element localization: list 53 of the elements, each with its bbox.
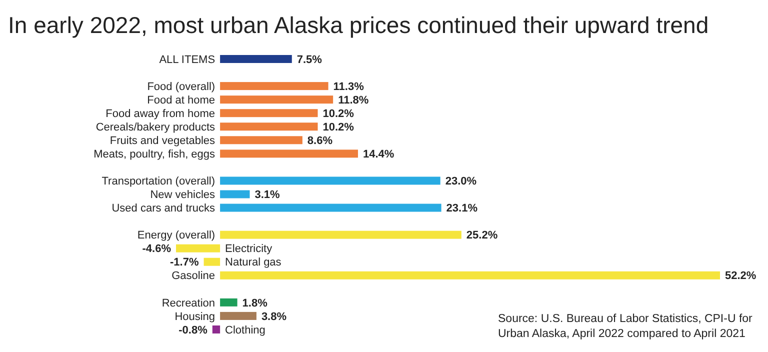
y-tick-label: Gasoline	[172, 270, 216, 282]
bar	[220, 150, 358, 158]
chart-title: In early 2022, most urban Alaska prices continued their upward trend	[8, 11, 710, 40]
bar	[220, 55, 292, 63]
y-tick-label: Used cars and trucks	[112, 202, 216, 215]
y-tick-label: Natural gas	[225, 256, 282, 269]
data-label: 8.6%	[307, 134, 333, 147]
data-label: 1.8%	[242, 297, 268, 310]
y-tick-label: ALL ITEMS	[159, 54, 216, 66]
bar	[220, 136, 302, 144]
data-label: -4.6%	[142, 243, 172, 256]
bar	[220, 312, 256, 320]
y-tick-label: Clothing	[225, 324, 266, 336]
y-tick-label: Meats, poultry, fish, eggs	[94, 148, 216, 161]
y-tick-label: Housing	[174, 310, 216, 323]
bar	[220, 298, 238, 306]
data-label: 23.0%	[445, 176, 477, 188]
bar	[220, 271, 720, 280]
data-label: 23.1%	[446, 202, 478, 215]
bar	[220, 190, 250, 198]
data-label: 10.2%	[322, 121, 354, 134]
data-label: 3.8%	[261, 310, 287, 323]
bar	[220, 204, 442, 212]
bar	[220, 109, 318, 118]
bar	[220, 96, 334, 104]
bar	[212, 325, 220, 334]
bar	[220, 122, 318, 131]
y-tick-label: Food at home	[147, 94, 216, 106]
y-tick-label: Food away from home	[106, 108, 216, 120]
data-label: 14.4%	[362, 148, 394, 161]
y-tick-label: Cereals/bakery products	[96, 121, 216, 134]
y-tick-label: Recreation	[162, 297, 216, 310]
bar	[220, 82, 328, 90]
bar	[204, 258, 220, 266]
data-label: 11.3%	[333, 80, 364, 93]
data-label: 25.2%	[466, 230, 498, 242]
bar	[220, 230, 462, 239]
y-tick-label: Energy (overall)	[137, 230, 216, 242]
y-tick-label: Transportation (overall)	[102, 176, 216, 188]
bar	[220, 176, 440, 185]
data-label: 10.2%	[322, 108, 354, 120]
data-label: -1.7%	[170, 256, 199, 269]
data-label: -0.8%	[178, 324, 208, 336]
annotation: Source: U.S. Bureau of Labor Statistics, CPI-U for Urban Alaska, April 2022 compared to April 2021	[498, 312, 754, 342]
y-tick-label: Food (overall)	[147, 80, 216, 93]
data-label: 3.1%	[254, 189, 280, 202]
y-tick-label: Fruits and vegetables	[110, 134, 216, 147]
bar	[176, 244, 220, 252]
y-tick-label: New vehicles	[150, 189, 216, 202]
data-label: 7.5%	[296, 54, 322, 66]
y-tick-label: Electricity	[225, 243, 273, 256]
data-label: 52.2%	[725, 270, 756, 282]
data-label: 11.8%	[338, 94, 369, 106]
